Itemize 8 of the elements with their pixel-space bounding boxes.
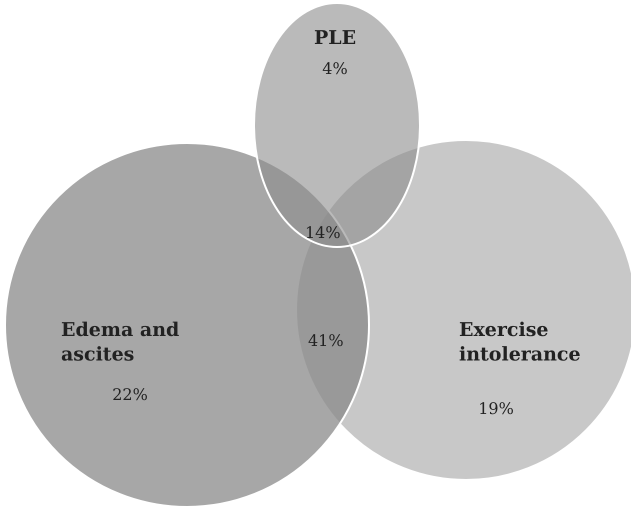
data-label: 19% <box>478 399 514 418</box>
text: 14% <box>305 223 341 242</box>
category-label: PLE <box>314 27 356 49</box>
data-label: 4% <box>322 59 348 78</box>
text: 41% <box>308 331 344 350</box>
category-label: Edema and ascites <box>61 319 180 366</box>
data-label: 22% <box>112 385 148 404</box>
category-label: Exercise intolerance <box>459 319 581 366</box>
